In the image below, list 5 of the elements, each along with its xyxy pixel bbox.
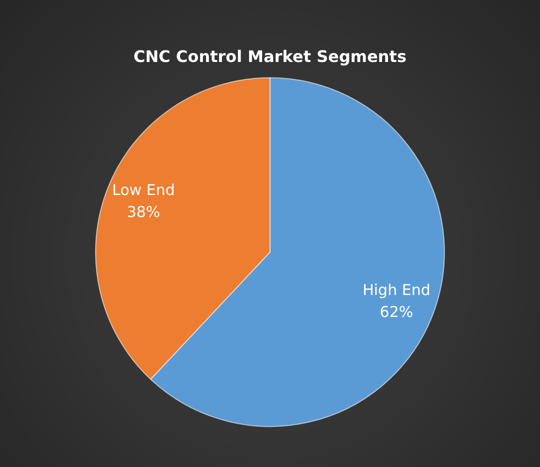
slice-label: Low End: [112, 180, 175, 199]
slice-label: High End: [362, 281, 430, 300]
data-label: 62%: [380, 303, 414, 322]
data-label: 38%: [126, 202, 160, 221]
chart-title: CNC Control Market Segments: [134, 46, 406, 66]
